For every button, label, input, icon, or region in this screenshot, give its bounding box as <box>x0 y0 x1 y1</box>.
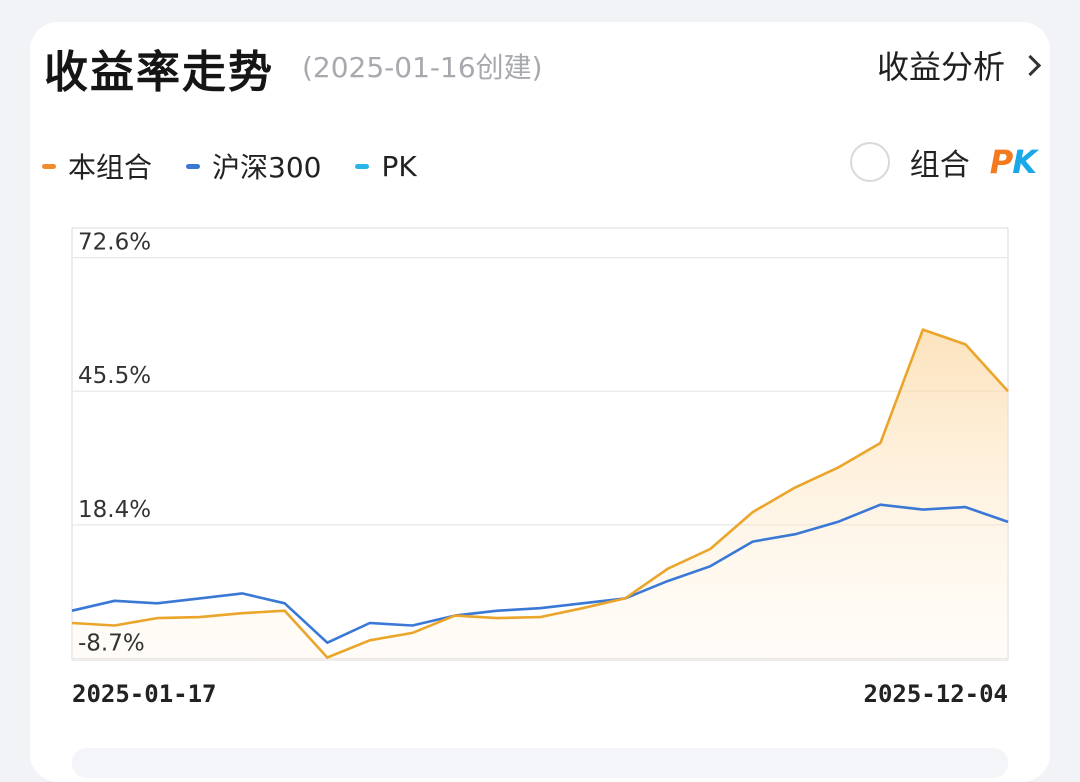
pk-badge-icon: P K <box>989 143 1037 181</box>
creation-date: (2025-01-16创建) <box>302 51 543 84</box>
pk-badge-p: P <box>989 143 1013 181</box>
legend-item-portfolio: 本组合 <box>42 146 152 186</box>
pk-badge-k: K <box>1012 143 1037 181</box>
series-line-portfolio <box>71 328 1009 659</box>
legend-label: 沪深300 <box>212 151 322 184</box>
series-layer <box>71 328 1009 660</box>
y-tick-label: 18.4% <box>78 497 151 523</box>
analysis-link[interactable]: 收益分析 <box>876 42 1042 88</box>
series-line-csi300 <box>71 503 1009 644</box>
legend-label: PK <box>381 149 417 183</box>
pk-toggle-label: 组合 <box>909 148 970 183</box>
analysis-link-label: 收益分析 <box>876 48 1005 86</box>
y-tick-labels: 72.6% 45.5% 18.4% -8.7% <box>78 230 151 657</box>
legend-swatch <box>355 163 370 169</box>
x-axis-start-label: 2025-01-17 <box>72 680 217 708</box>
y-tick-label: 72.6% <box>78 230 151 256</box>
page-title: 收益率走势 <box>44 47 274 98</box>
x-axis-end-label: 2025-12-04 <box>863 680 1009 708</box>
y-tick-label: 45.5% <box>78 363 151 389</box>
chart-legend: 本组合 沪深300 PK <box>42 146 417 186</box>
legend-swatch <box>42 163 56 169</box>
legend-label: 本组合 <box>68 151 153 184</box>
next-section-placeholder <box>72 748 1008 778</box>
legend-item-csi300: 沪深300 <box>186 146 321 186</box>
pk-radio-button[interactable] <box>849 142 890 182</box>
legend-item-pk: PK <box>355 146 417 186</box>
y-tick-label: -8.7% <box>78 631 145 657</box>
legend-swatch <box>186 163 201 169</box>
portfolio-area <box>72 329 1008 660</box>
pk-toggle[interactable]: 组合 P K <box>849 140 1037 184</box>
returns-chart: 72.6% 45.5% 18.4% -8.7% <box>71 227 1009 661</box>
